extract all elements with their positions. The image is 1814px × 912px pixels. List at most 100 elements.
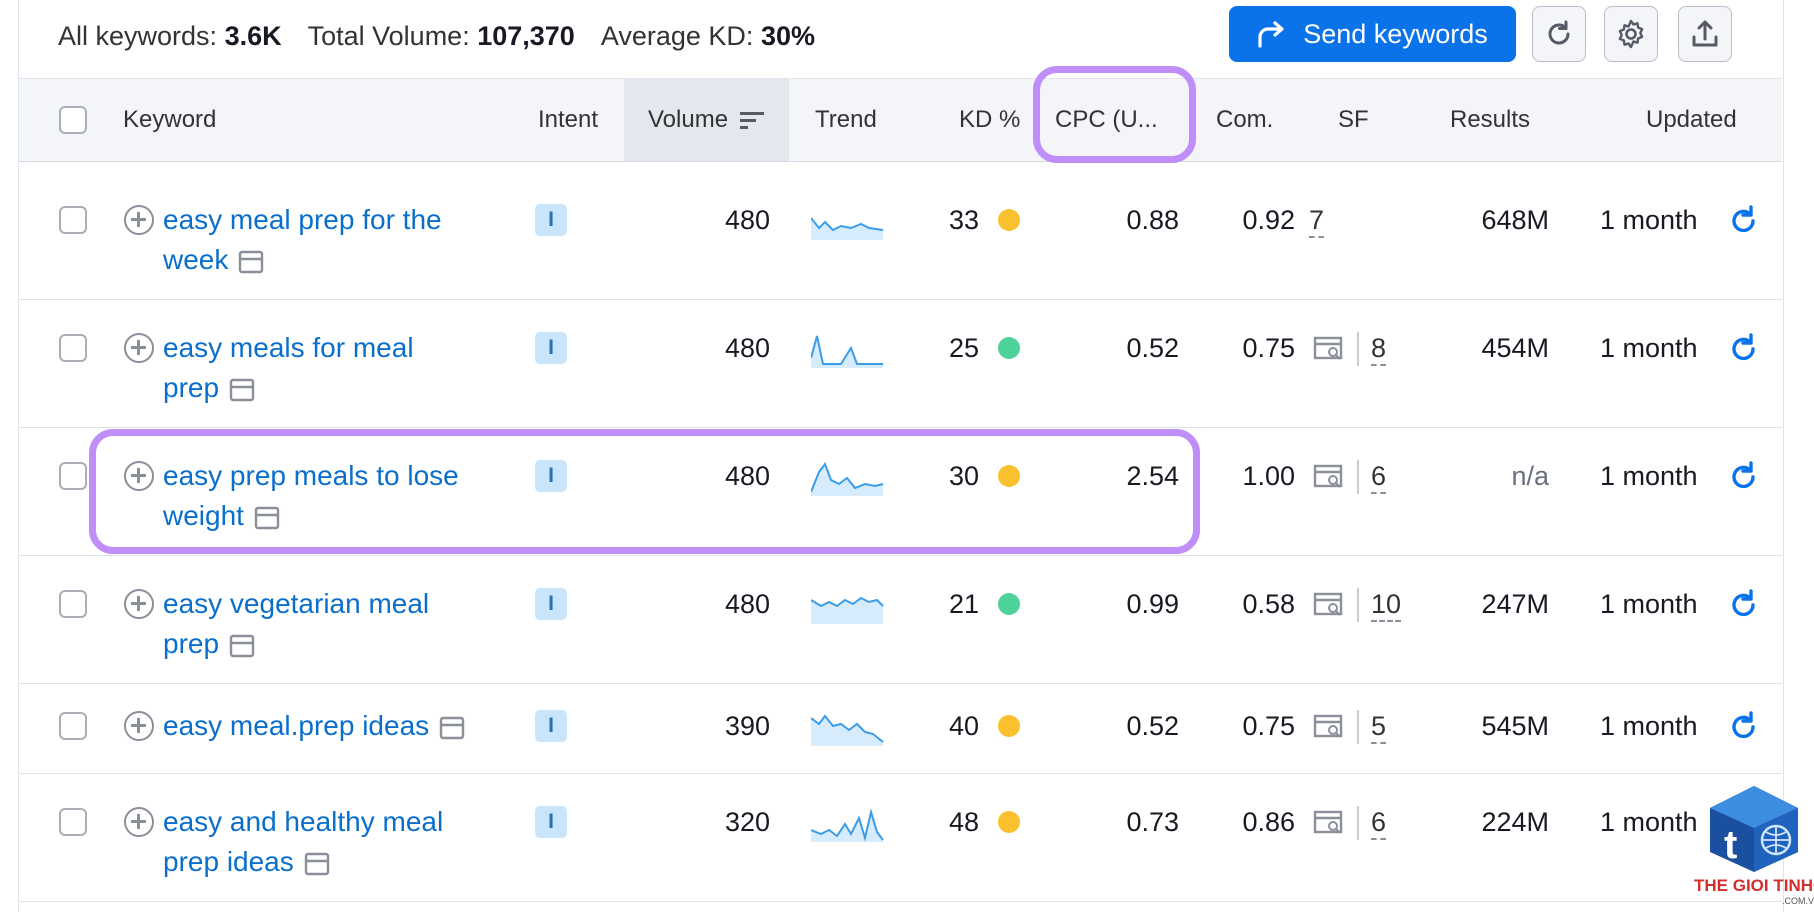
- column-intent[interactable]: Intent: [538, 106, 599, 133]
- keyword-link[interactable]: easy and healthy meal: [163, 806, 444, 837]
- table-row: easy meals for meal prep I 480 25 0.52 0.…: [19, 300, 1782, 428]
- add-to-list-icon[interactable]: [124, 807, 154, 837]
- sf-separator: [1357, 588, 1359, 622]
- keyword-link[interactable]: easy meals for meal: [163, 332, 414, 363]
- column-trend[interactable]: Trend: [815, 106, 877, 133]
- intent-badge[interactable]: I: [535, 460, 567, 492]
- row-checkbox[interactable]: [59, 808, 87, 836]
- column-updated[interactable]: Updated: [1646, 106, 1737, 133]
- refresh-button[interactable]: [1532, 6, 1586, 62]
- row-checkbox[interactable]: [59, 590, 87, 618]
- intent-badge[interactable]: I: [535, 332, 567, 364]
- table-row: easy meal prep for the week I 480 33 0.88…: [19, 172, 1782, 300]
- serp-preview-icon[interactable]: [229, 378, 255, 402]
- keyword-link[interactable]: easy prep meals to lose: [163, 460, 459, 491]
- serp-features-icon[interactable]: [1313, 714, 1345, 740]
- trend-sparkline[interactable]: [811, 462, 885, 496]
- trend-sparkline[interactable]: [811, 334, 885, 368]
- sf-count[interactable]: 8: [1371, 328, 1387, 366]
- keyword-link[interactable]: easy meal prep for the: [163, 204, 442, 235]
- cpc-cell: 0.73: [1126, 807, 1179, 837]
- intent-badge[interactable]: I: [535, 710, 567, 742]
- keyword-link-cont[interactable]: prep: [163, 628, 220, 659]
- sf-count[interactable]: 7: [1309, 200, 1325, 238]
- serp-preview-icon[interactable]: [254, 506, 280, 530]
- intent-badge[interactable]: I: [535, 806, 567, 838]
- keyword-link-cont[interactable]: prep: [163, 372, 220, 403]
- keyword-cell: easy prep meals to lose weight: [163, 456, 493, 536]
- update-refresh-icon[interactable]: [1729, 589, 1759, 619]
- column-sf[interactable]: SF: [1338, 106, 1369, 133]
- volume-cell: 390: [724, 711, 770, 741]
- update-refresh-icon[interactable]: [1729, 461, 1759, 491]
- settings-button[interactable]: [1604, 6, 1658, 62]
- cpc-cell: 2.54: [1126, 461, 1179, 491]
- kd-cell: 48: [948, 807, 979, 837]
- update-refresh-icon[interactable]: [1729, 333, 1759, 363]
- com-cell: 0.75: [1242, 711, 1295, 741]
- serp-preview-icon[interactable]: [439, 716, 465, 740]
- row-checkbox[interactable]: [59, 712, 87, 740]
- sf-count[interactable]: 6: [1371, 456, 1387, 494]
- select-all-checkbox[interactable]: [59, 106, 87, 134]
- updated-cell: 1 month: [1600, 333, 1698, 363]
- intent-badge[interactable]: I: [535, 588, 567, 620]
- serp-preview-icon[interactable]: [304, 852, 330, 876]
- column-results[interactable]: Results: [1450, 106, 1531, 133]
- volume-cell: 320: [724, 807, 770, 837]
- update-refresh-icon[interactable]: [1729, 205, 1759, 235]
- kd-difficulty-dot: [998, 465, 1020, 487]
- updated-cell: 1 month: [1600, 205, 1698, 235]
- serp-features-icon[interactable]: [1313, 810, 1345, 836]
- intent-badge[interactable]: I: [535, 204, 567, 236]
- kd-difficulty-dot: [998, 811, 1020, 833]
- keyword-cell: easy meal prep for the week: [163, 200, 493, 280]
- keyword-link-cont[interactable]: week: [163, 244, 229, 275]
- stat-average-kd: Average KD: 30%: [600, 20, 815, 51]
- add-to-list-icon[interactable]: [124, 461, 154, 491]
- keyword-link-cont[interactable]: weight: [163, 500, 244, 531]
- sf-count[interactable]: 5: [1371, 706, 1387, 744]
- serp-features-icon[interactable]: [1313, 336, 1345, 362]
- trend-sparkline[interactable]: [811, 590, 885, 624]
- summary-bar: All keywords: 3.6K Total Volume: 107,370…: [58, 16, 841, 56]
- column-volume[interactable]: Volume: [624, 79, 789, 161]
- keyword-link[interactable]: easy vegetarian meal: [163, 588, 430, 619]
- sf-count[interactable]: 10: [1371, 584, 1402, 622]
- column-com[interactable]: Com.: [1216, 106, 1274, 133]
- column-keyword[interactable]: Keyword: [123, 106, 217, 133]
- kd-cell: 40: [948, 711, 979, 741]
- add-to-list-icon[interactable]: [124, 205, 154, 235]
- add-to-list-icon[interactable]: [124, 333, 154, 363]
- trend-sparkline[interactable]: [811, 206, 885, 240]
- volume-cell: 480: [724, 461, 770, 491]
- table-row: easy and healthy meal prep ideas I 320 48…: [19, 774, 1782, 902]
- add-to-list-icon[interactable]: [124, 589, 154, 619]
- serp-features-icon[interactable]: [1313, 592, 1345, 618]
- gear-icon: [1618, 19, 1644, 49]
- com-cell: 0.86: [1242, 807, 1295, 837]
- send-keywords-button[interactable]: Send keywords: [1229, 6, 1516, 62]
- row-checkbox[interactable]: [59, 206, 87, 234]
- sort-descending-icon: [740, 112, 765, 129]
- serp-features-icon[interactable]: [1313, 464, 1345, 490]
- trend-sparkline[interactable]: [811, 712, 885, 746]
- keyword-cell: easy meals for meal prep: [163, 328, 493, 408]
- com-cell: 0.75: [1242, 333, 1295, 363]
- update-refresh-icon[interactable]: [1729, 711, 1759, 741]
- row-checkbox[interactable]: [59, 334, 87, 362]
- serp-preview-icon[interactable]: [238, 250, 264, 274]
- row-checkbox[interactable]: [59, 462, 87, 490]
- sf-count[interactable]: 6: [1371, 802, 1387, 840]
- keyword-link[interactable]: easy meal.prep ideas: [163, 710, 430, 741]
- trend-sparkline[interactable]: [811, 808, 885, 842]
- column-kd[interactable]: KD %: [959, 106, 1021, 133]
- export-button[interactable]: [1678, 6, 1732, 62]
- refresh-icon: [1548, 20, 1570, 45]
- keyword-link-cont[interactable]: prep ideas: [163, 846, 294, 877]
- com-cell: 0.58: [1242, 589, 1295, 619]
- add-to-list-icon[interactable]: [124, 711, 154, 741]
- watermark-logo: t THE GIOI TINHOC .COM.VN: [1694, 782, 1814, 912]
- serp-preview-icon[interactable]: [229, 634, 255, 658]
- column-cpc[interactable]: CPC (U...: [1055, 106, 1158, 133]
